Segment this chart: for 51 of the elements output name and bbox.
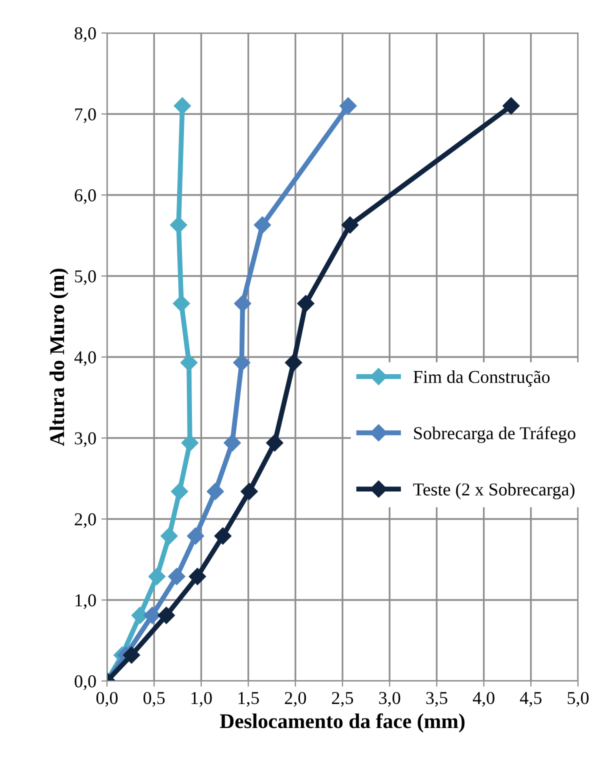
y-tick-label: 1,0 (76, 594, 96, 610)
legend-label: Fim da Construção (413, 370, 550, 387)
point (214, 527, 232, 545)
x-tick-label: 0,0 (96, 692, 118, 707)
y-tick-label: 2,0 (74, 513, 96, 528)
point (206, 482, 224, 500)
x-tick-label: 1,0 (192, 692, 212, 707)
point (148, 568, 166, 586)
point (266, 434, 284, 452)
point (186, 527, 204, 545)
point (160, 527, 178, 545)
x-tick-label: 2,5 (332, 692, 354, 707)
x-tick-label: 1,5 (238, 692, 259, 707)
x-tick-label: 3,0 (379, 692, 400, 707)
point (502, 97, 520, 114)
point (340, 97, 357, 114)
y-tick-label: 6,0 (74, 189, 96, 204)
point (172, 294, 190, 312)
x-axis-title: Deslocamento da face (mm) (220, 713, 465, 732)
x-tick-label: 0,5 (144, 692, 165, 707)
legend-label: Sobrecarga de Tráfego (414, 426, 576, 444)
point (297, 294, 314, 312)
point (180, 354, 198, 372)
point (144, 606, 161, 624)
y-tick-label: 5,0 (75, 270, 96, 286)
point (224, 434, 241, 452)
legend-label: Teste (2 x Sobrecarga) (413, 482, 574, 500)
x-tick-label: 2,0 (284, 692, 306, 707)
y-tick-label: 8,0 (74, 27, 96, 42)
x-tick-label: 3,5 (426, 692, 448, 707)
x-tick-label: 4,5 (520, 692, 542, 707)
y-tick-label: 4,0 (74, 351, 96, 366)
point (254, 216, 271, 234)
point (170, 482, 188, 500)
y-tick-label: 7,0 (75, 108, 96, 124)
point (122, 646, 140, 664)
point (284, 354, 302, 372)
x-tick-label: 5,0 (568, 692, 589, 707)
point (181, 434, 198, 452)
point (341, 216, 359, 234)
point (168, 568, 186, 586)
y-axis-title: Altura do Muro (m) (50, 268, 68, 446)
point (174, 97, 191, 114)
point (233, 354, 250, 372)
x-tick-label: 4,0 (472, 692, 494, 707)
y-tick-label: 3,0 (74, 432, 96, 448)
point (188, 568, 206, 586)
point (240, 482, 258, 500)
y-tick-label: 0,0 (74, 675, 96, 690)
point (158, 606, 175, 624)
point (170, 216, 188, 234)
